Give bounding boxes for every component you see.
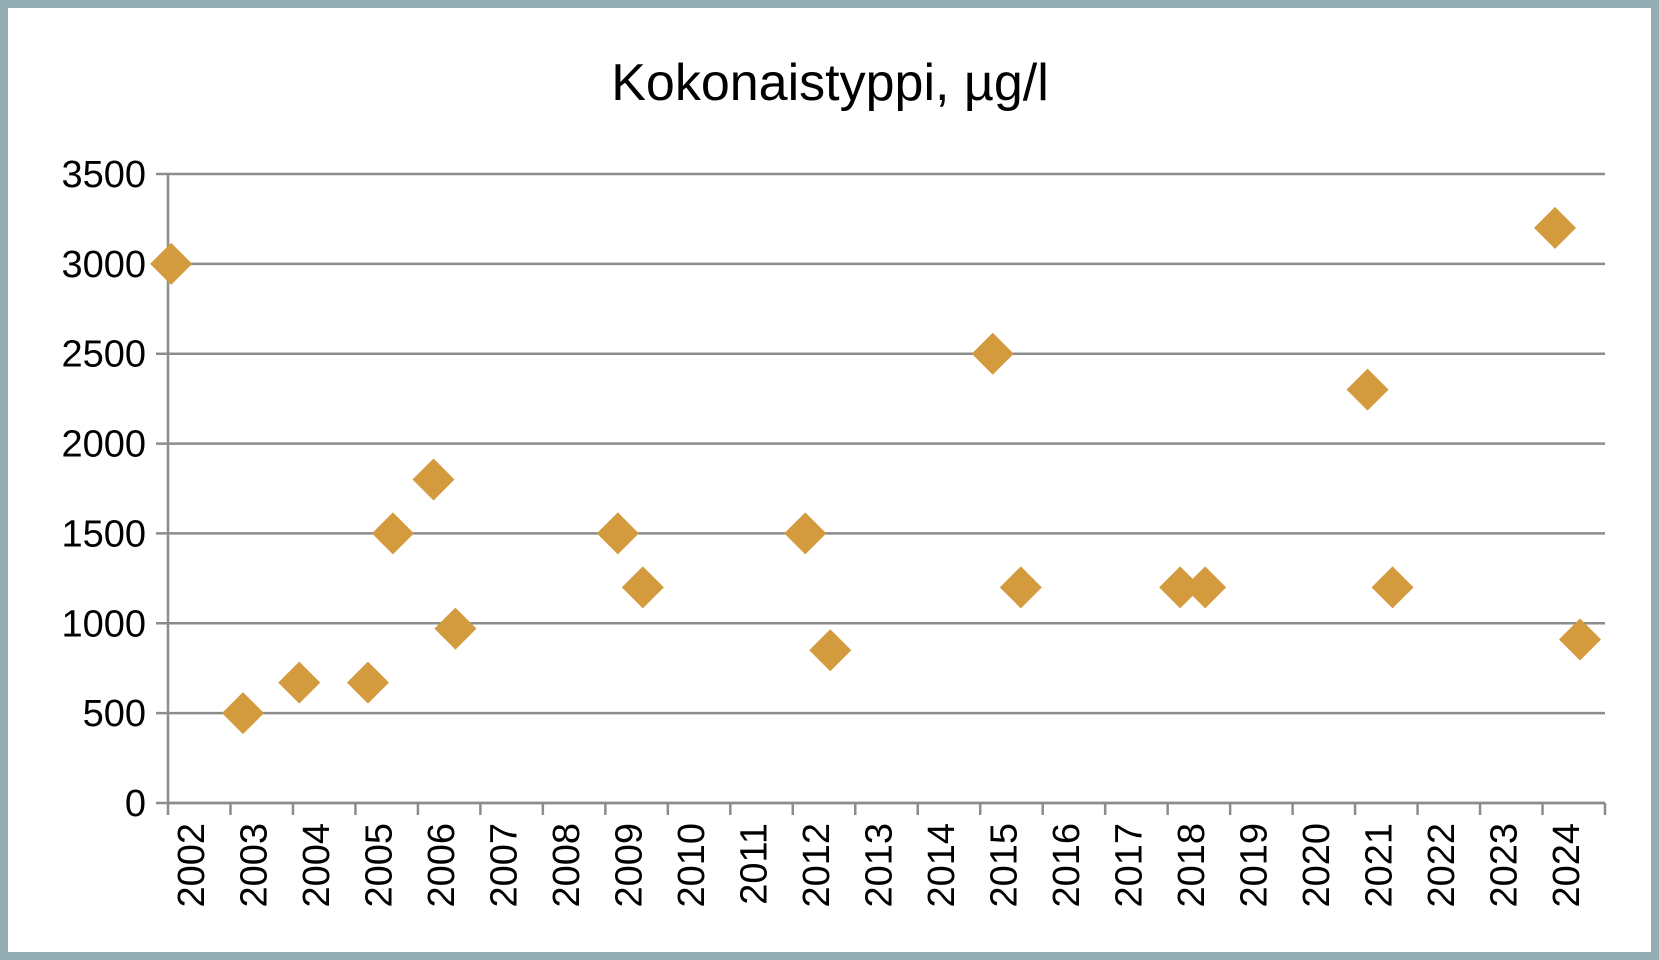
x-tick-label: 2018: [1171, 823, 1213, 908]
x-tick-label: 2011: [734, 823, 776, 905]
x-tick-label: 2004: [296, 823, 338, 908]
x-tick-label: 2009: [609, 823, 651, 908]
x-tick-label: 2017: [1108, 823, 1150, 908]
y-tick-label: 1000: [61, 603, 146, 645]
data-point: [596, 512, 639, 555]
axes: [166, 174, 1607, 815]
x-tick-label: 2021: [1358, 823, 1400, 908]
x-tick-label: 2020: [1296, 823, 1338, 908]
data-point: [784, 512, 827, 555]
y-tick-label: 500: [83, 693, 146, 735]
x-tick-label: 2002: [171, 823, 213, 908]
data-point: [1346, 368, 1389, 411]
chart-title: Kokonaistyppi, µg/l: [611, 54, 1049, 112]
x-tick-label: 2024: [1546, 823, 1588, 908]
x-tick-label: 2010: [671, 823, 713, 908]
x-tick-label: 2005: [359, 823, 401, 908]
x-tick-label: 2006: [421, 823, 463, 908]
x-tick-label: 2014: [921, 823, 963, 908]
data-point: [1159, 566, 1202, 609]
x-tick-label: 2003: [234, 823, 276, 908]
data-point: [809, 629, 852, 672]
data-point: [434, 607, 477, 650]
data-point: [971, 332, 1014, 375]
data-point: [1184, 566, 1227, 609]
x-tick-label: 2008: [546, 823, 588, 908]
data-point: [412, 458, 455, 501]
x-tick-label: 2012: [796, 823, 838, 908]
y-tick-label: 2500: [61, 334, 146, 376]
y-tick-label: 3500: [61, 154, 146, 196]
x-tick-label: 2023: [1483, 823, 1525, 908]
data-point: [150, 242, 193, 285]
x-tick-label: 2016: [1046, 823, 1088, 908]
y-tick-label: 1500: [61, 513, 146, 555]
gridlines: [156, 172, 1605, 805]
y-tick-label: 3000: [61, 244, 146, 286]
y-axis-ticks: 0 500 1000 1500 2000 2500 3000 3500: [61, 154, 146, 825]
x-axis-ticks: 2002 2003 2004 2005 2006 2007 2008 2009 2010 2011…: [171, 823, 1588, 908]
data-point: [1559, 618, 1602, 661]
x-tick-label: 2019: [1233, 823, 1275, 908]
data-points: [150, 206, 1602, 735]
x-tick-label: 2007: [484, 823, 526, 908]
data-point: [999, 566, 1042, 609]
data-point: [371, 512, 414, 555]
data-point: [621, 566, 664, 609]
x-tick-label: 2013: [859, 823, 901, 908]
data-point: [278, 661, 321, 704]
data-point: [346, 661, 389, 704]
y-tick-label: 0: [125, 783, 146, 825]
data-point: [1534, 206, 1577, 249]
x-tick-label: 2015: [983, 823, 1025, 908]
data-point: [221, 692, 264, 735]
y-tick-label: 2000: [61, 424, 146, 466]
data-point: [1371, 566, 1414, 609]
x-tick-label: 2022: [1421, 823, 1463, 908]
